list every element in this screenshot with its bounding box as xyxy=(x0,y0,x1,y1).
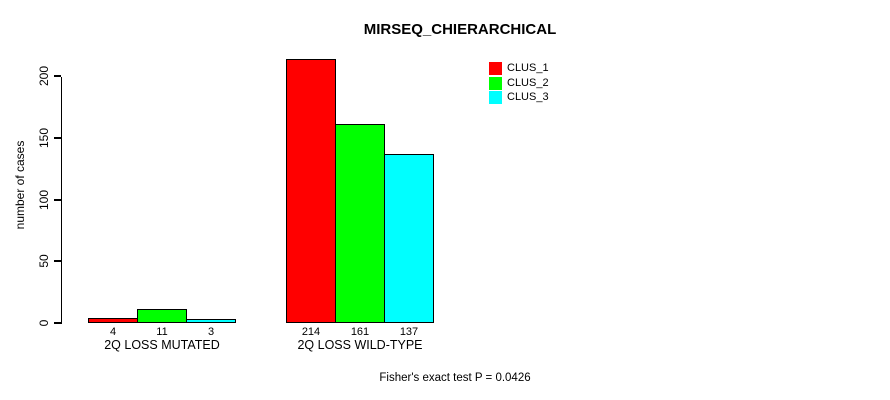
bar-value-label: 214 xyxy=(301,326,321,338)
bar xyxy=(137,309,187,323)
bar xyxy=(335,124,385,323)
y-tick-label: 100 xyxy=(37,189,51,211)
legend-swatch xyxy=(489,62,502,75)
legend-label: CLUS_1 xyxy=(507,62,549,74)
legend-label: CLUS_3 xyxy=(507,91,549,103)
y-tick xyxy=(54,137,61,139)
y-tick xyxy=(54,199,61,201)
y-tick xyxy=(54,75,61,77)
y-axis-label: number of cases xyxy=(13,140,27,230)
legend-item: CLUS_2 xyxy=(489,76,549,90)
fisher-test-annotation: Fisher's exact test P = 0.0426 xyxy=(379,372,531,384)
bar xyxy=(88,318,138,323)
bar-value-label: 161 xyxy=(350,326,370,338)
legend-swatch xyxy=(489,91,502,104)
bar xyxy=(186,319,236,323)
y-tick-label: 0 xyxy=(37,319,51,327)
y-axis-line xyxy=(60,76,62,324)
y-tick-label: 150 xyxy=(37,127,51,149)
y-tick-label: 200 xyxy=(37,65,51,87)
category-label: 2Q LOSS WILD-TYPE xyxy=(297,338,423,352)
y-tick xyxy=(54,260,61,262)
bar-value-label: 137 xyxy=(399,326,419,338)
legend-item: CLUS_1 xyxy=(489,62,549,75)
y-tick-label: 50 xyxy=(37,254,51,268)
legend: CLUS_1 CLUS_2 CLUS_3 xyxy=(489,62,549,106)
bar xyxy=(286,59,336,323)
category-label: 2Q LOSS MUTATED xyxy=(104,338,220,352)
legend-label: CLUS_2 xyxy=(507,76,549,89)
y-tick xyxy=(54,322,61,324)
bar-value-label: 3 xyxy=(207,326,215,338)
bar-value-label: 11 xyxy=(156,326,168,338)
legend-item: CLUS_3 xyxy=(489,91,549,104)
legend-swatch xyxy=(489,76,502,90)
chart-title: MIRSEQ_CHIERARCHICAL xyxy=(363,21,557,38)
bar-value-label: 4 xyxy=(109,326,117,338)
bar xyxy=(384,154,434,323)
